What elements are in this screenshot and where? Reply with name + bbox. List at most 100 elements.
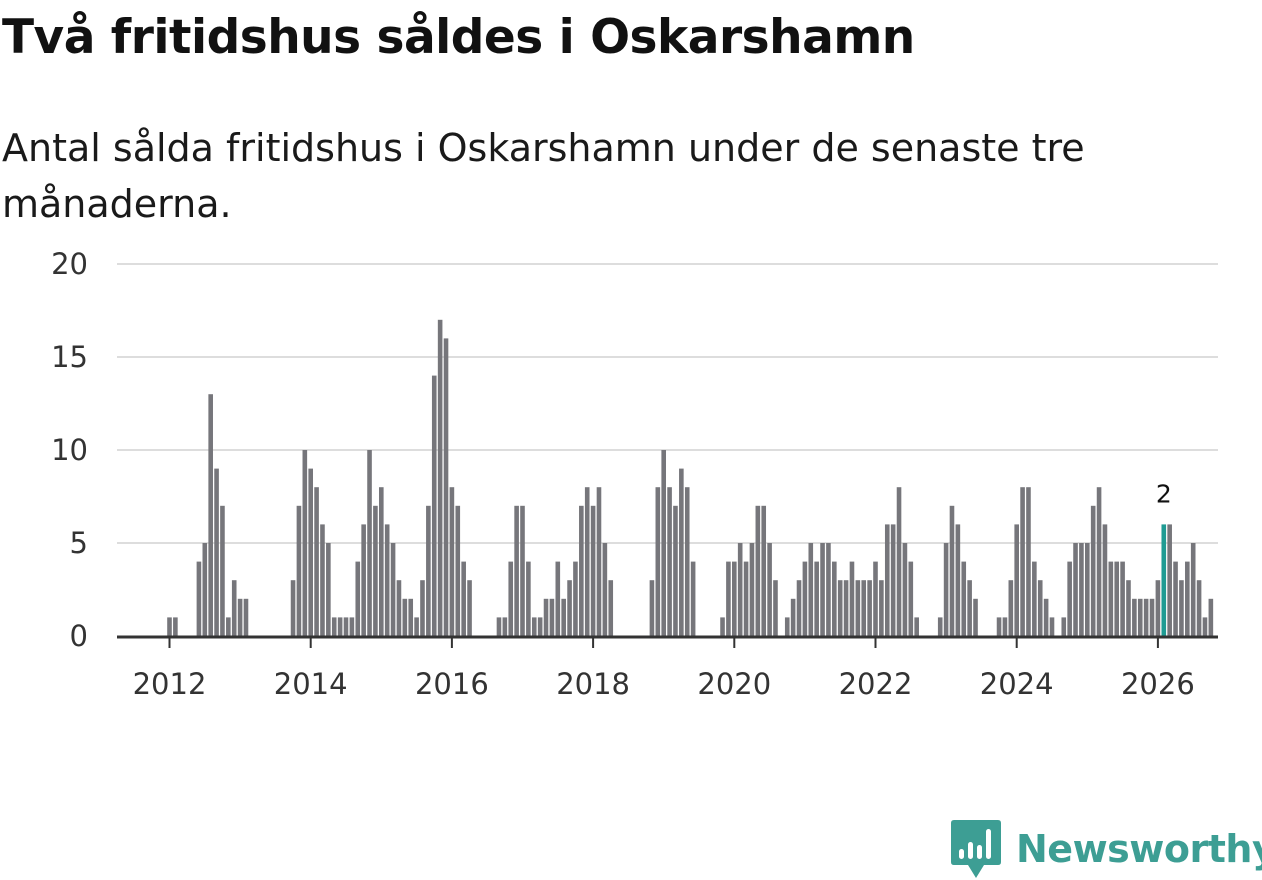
- bar: [596, 487, 602, 636]
- bar: [555, 561, 561, 636]
- bar: [167, 617, 172, 636]
- bar: [502, 617, 508, 636]
- bar: [720, 617, 725, 636]
- bar: [1102, 524, 1108, 636]
- bar: [937, 617, 943, 636]
- bar: [1020, 487, 1025, 636]
- bar: [1196, 580, 1202, 636]
- bar: [1149, 598, 1155, 636]
- bar: [743, 561, 749, 636]
- bar: [414, 617, 419, 636]
- bar: [1026, 487, 1031, 636]
- bar: [1179, 580, 1184, 636]
- bar: [1185, 561, 1190, 636]
- bar: [684, 487, 690, 636]
- bar: [832, 561, 837, 636]
- bar: [796, 580, 802, 636]
- bar-highlight: [1161, 524, 1167, 636]
- bar: [208, 394, 213, 636]
- bar: [1190, 543, 1196, 636]
- bar: [849, 561, 855, 636]
- x-tick-label: 2026: [1121, 667, 1195, 701]
- bar: [314, 487, 319, 636]
- bar: [737, 543, 743, 636]
- bar: [690, 561, 696, 636]
- bar: [290, 580, 296, 636]
- bar: [1079, 543, 1084, 636]
- bar: [1037, 580, 1043, 636]
- bar: [914, 617, 919, 636]
- bar: [584, 487, 590, 636]
- bar: [426, 505, 431, 636]
- bar: [1114, 561, 1120, 636]
- bar: [1126, 580, 1131, 636]
- bar: [661, 450, 666, 636]
- bar: [649, 580, 655, 636]
- bar: [867, 580, 872, 636]
- bar: [1137, 598, 1143, 636]
- bar: [1085, 543, 1090, 636]
- bar: [467, 580, 472, 636]
- bar: [1132, 598, 1137, 636]
- bar: [1120, 561, 1125, 636]
- newsworthy-logo-icon: [951, 820, 1001, 878]
- bar: [367, 450, 372, 636]
- bar: [355, 561, 361, 636]
- bar: [790, 598, 796, 636]
- bar: [384, 524, 390, 636]
- bar: [732, 561, 737, 636]
- bar: [320, 524, 325, 636]
- bar: [1208, 598, 1214, 636]
- bar: [755, 505, 761, 636]
- bar: [531, 617, 537, 636]
- bar: [767, 543, 772, 636]
- bar: [237, 598, 243, 636]
- newsworthy-logo[interactable]: Newsworthy: [950, 818, 1262, 880]
- bar: [543, 598, 549, 636]
- bar: [961, 561, 967, 636]
- bar: [837, 580, 843, 636]
- bar: [443, 338, 449, 636]
- bar: [390, 543, 396, 636]
- y-tick-label: 10: [51, 433, 88, 467]
- bar: [602, 543, 608, 636]
- bar: [308, 468, 313, 636]
- y-tick-label: 20: [51, 247, 88, 281]
- bar: [196, 561, 202, 636]
- bar: [879, 580, 884, 636]
- x-tick-label: 2020: [697, 667, 771, 701]
- bar: [667, 487, 672, 636]
- bar: [861, 580, 867, 636]
- bar: [520, 505, 525, 636]
- bar: [396, 580, 402, 636]
- bar: [655, 487, 661, 636]
- bar: [526, 561, 531, 636]
- y-tick-label: 0: [70, 619, 88, 653]
- bar: [967, 580, 972, 636]
- bar: [331, 617, 337, 636]
- bar: [214, 468, 219, 636]
- chart-title: Två fritidshus såldes i Oskarshamn: [2, 10, 915, 65]
- bar: [173, 617, 178, 636]
- bar: [761, 505, 767, 636]
- bar: [1173, 561, 1178, 636]
- bar: [890, 524, 896, 636]
- bar: [996, 617, 1002, 636]
- brand-name: Newsworthy: [1016, 827, 1262, 871]
- bar: [955, 524, 961, 636]
- bar: [843, 580, 849, 636]
- bar: [202, 543, 208, 636]
- bar: [826, 543, 831, 636]
- x-tick-label: 2014: [274, 667, 348, 701]
- bar: [884, 524, 890, 636]
- chart-subtitle: Antal sålda fritidshus i Oskarshamn unde…: [2, 126, 1085, 226]
- bar: [379, 487, 384, 636]
- bar: [1155, 580, 1161, 636]
- bar: [749, 543, 755, 636]
- bar: [1002, 617, 1008, 636]
- bar: [514, 505, 519, 636]
- x-tick-label: 2022: [839, 667, 913, 701]
- x-tick-label: 2018: [556, 667, 630, 701]
- bar: [437, 319, 443, 636]
- y-tick-label: 15: [51, 340, 88, 374]
